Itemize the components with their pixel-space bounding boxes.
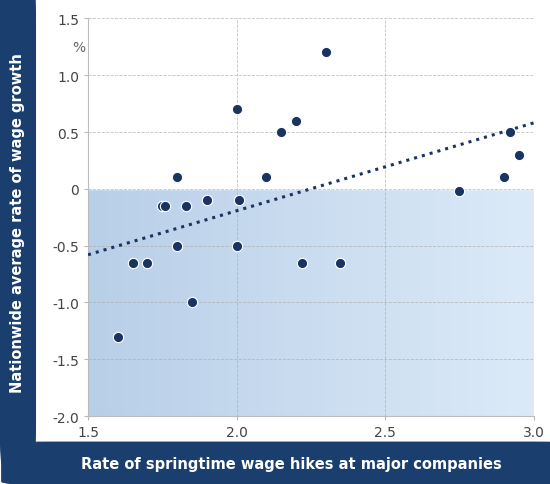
Text: Nationwide average rate of wage growth: Nationwide average rate of wage growth — [10, 53, 25, 392]
Point — [173, 174, 182, 182]
Point — [161, 203, 169, 211]
Point — [262, 174, 271, 182]
Point — [514, 151, 523, 159]
Text: %: % — [73, 41, 86, 55]
Point — [202, 197, 211, 205]
Point — [235, 197, 244, 205]
Point — [292, 118, 300, 125]
FancyBboxPatch shape — [0, 0, 36, 467]
Point — [143, 259, 152, 267]
Point — [158, 203, 167, 211]
Point — [232, 242, 241, 250]
Text: Rate of springtime wage hikes at major companies: Rate of springtime wage hikes at major c… — [81, 456, 502, 471]
Point — [128, 259, 137, 267]
Point — [455, 188, 464, 196]
Point — [173, 242, 182, 250]
Point — [188, 299, 196, 307]
FancyBboxPatch shape — [1, 441, 550, 484]
Point — [505, 129, 514, 136]
Point — [298, 259, 306, 267]
Point — [232, 106, 241, 114]
Point — [113, 333, 122, 341]
Text: %: % — [453, 441, 466, 455]
Point — [499, 174, 508, 182]
Point — [277, 129, 285, 136]
Bar — [88, 19, 534, 189]
Point — [182, 203, 190, 211]
Point — [321, 49, 330, 57]
Point — [336, 259, 345, 267]
